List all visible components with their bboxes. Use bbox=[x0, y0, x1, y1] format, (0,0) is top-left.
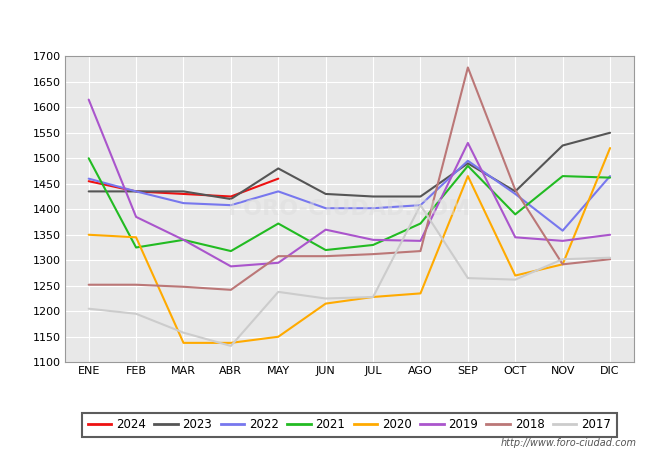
Text: FORO-CIUDAD.COM: FORO-CIUDAD.COM bbox=[228, 199, 471, 219]
Legend: 2024, 2023, 2022, 2021, 2020, 2019, 2018, 2017: 2024, 2023, 2022, 2021, 2020, 2019, 2018… bbox=[82, 413, 617, 437]
Text: http://www.foro-ciudad.com: http://www.foro-ciudad.com bbox=[501, 438, 637, 448]
Text: Afiliados en Moral de Calatrava a 31/5/2024: Afiliados en Moral de Calatrava a 31/5/2… bbox=[120, 14, 530, 33]
